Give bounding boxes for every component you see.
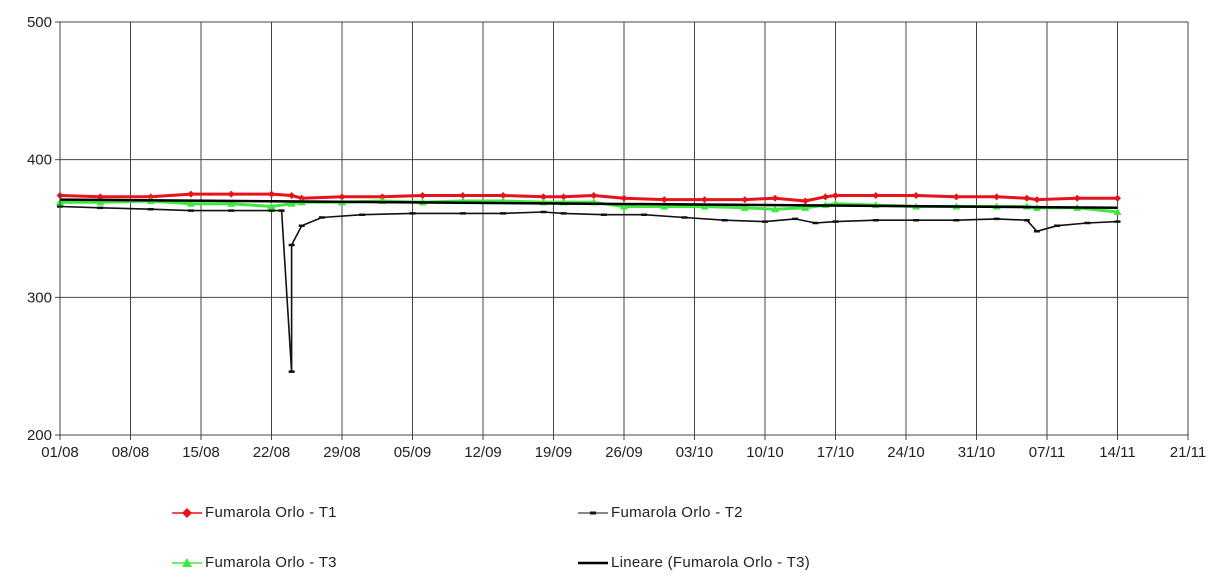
- point-t1: [459, 191, 467, 199]
- point-t1: [499, 191, 507, 199]
- x-tick-label: 19/09: [535, 444, 573, 461]
- x-tick-label: 31/10: [958, 444, 996, 461]
- point-t1: [771, 194, 779, 202]
- series-line-linear: [59, 198, 1118, 210]
- series-linear: [59, 198, 1118, 210]
- series-group: [56, 190, 1122, 373]
- point-t3: [227, 199, 236, 207]
- point-t1: [539, 193, 547, 201]
- x-tick-label: 05/09: [394, 444, 432, 461]
- point-t3: [801, 203, 810, 211]
- point-t3: [267, 202, 276, 210]
- point-t3: [771, 205, 780, 213]
- point-t1: [1073, 194, 1081, 202]
- x-tick-label: 03/10: [676, 444, 714, 461]
- point-t1: [832, 191, 839, 199]
- point-t1: [560, 193, 568, 201]
- x-tick-label: 12/09: [464, 444, 502, 461]
- point-t1: [298, 194, 306, 202]
- y-tick-label: 500: [27, 14, 52, 31]
- point-t1: [993, 193, 1001, 201]
- y-tick-label: 300: [27, 289, 52, 306]
- x-tick-label: 15/08: [182, 444, 220, 461]
- x-tick-label: 22/08: [253, 444, 291, 461]
- point-t1: [590, 191, 598, 199]
- point-t1: [378, 193, 386, 201]
- point-t1: [620, 194, 628, 202]
- series-line-t1: [59, 192, 1118, 203]
- x-tick-label: 10/10: [746, 444, 784, 461]
- point-t1: [660, 196, 668, 204]
- x-tick-label: 08/08: [112, 444, 150, 461]
- point-t1: [187, 190, 195, 198]
- point-t3: [96, 198, 105, 206]
- x-tick-label: 21/11: [1170, 444, 1206, 461]
- point-t3: [700, 202, 709, 210]
- point-t1: [801, 197, 809, 205]
- series-line-t2: [59, 205, 1118, 373]
- x-tick-label: 29/08: [323, 444, 361, 461]
- point-t1: [872, 191, 880, 199]
- point-t1: [1023, 194, 1031, 202]
- point-t1: [288, 191, 296, 199]
- grid-lines: [59, 21, 1189, 436]
- x-tick-label: 26/09: [605, 444, 643, 461]
- point-t3: [740, 203, 749, 211]
- point-t1: [701, 196, 709, 204]
- x-tick-label: 24/10: [887, 444, 925, 461]
- point-t1: [1114, 194, 1121, 202]
- point-t1: [952, 193, 960, 201]
- point-t1: [821, 193, 829, 201]
- x-tick-label: 14/11: [1099, 444, 1135, 461]
- point-t3: [1113, 207, 1122, 215]
- point-t3: [660, 202, 669, 210]
- y-tick-label: 400: [27, 152, 52, 169]
- point-t3: [620, 202, 628, 210]
- point-t1: [268, 190, 275, 198]
- x-tick-label: 07/11: [1029, 444, 1065, 461]
- point-t1: [912, 191, 920, 199]
- axes: 200 300 400 500 01/08 08/08 15/08 22/08 29/08 05/…: [27, 14, 1206, 461]
- point-t1: [1033, 196, 1041, 204]
- point-t1: [741, 196, 749, 204]
- point-t1: [96, 193, 104, 201]
- point-t1: [147, 193, 155, 201]
- x-tick-label: 17/10: [817, 444, 855, 461]
- point-t1: [419, 191, 427, 199]
- point-t3: [186, 199, 195, 207]
- x-tick-label: 01/08: [41, 444, 79, 461]
- point-t1: [227, 190, 235, 198]
- point-t1: [338, 193, 346, 201]
- point-t3: [287, 199, 296, 207]
- series-t2: [57, 205, 1121, 373]
- y-tick-label: 200: [27, 427, 52, 444]
